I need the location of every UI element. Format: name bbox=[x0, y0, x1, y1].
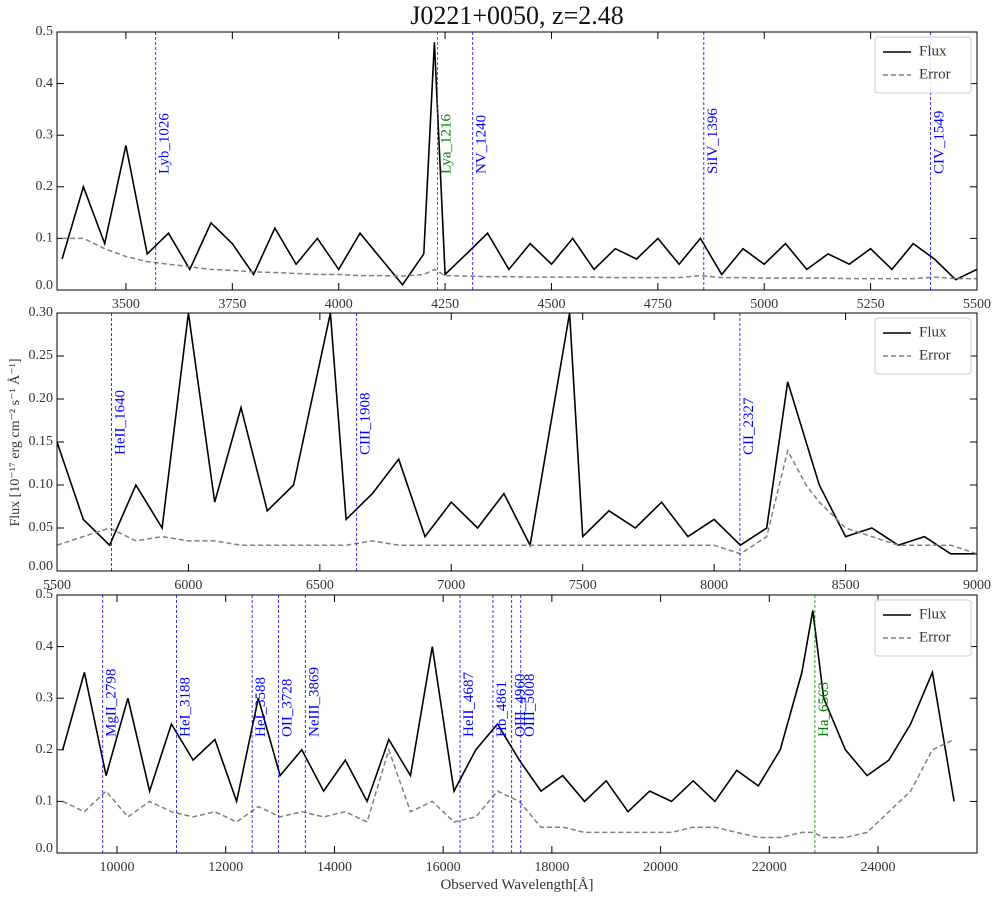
legend-label: Error bbox=[919, 347, 951, 363]
x-tick-label: 10000 bbox=[100, 860, 135, 875]
reference-label: CIV_1549 bbox=[932, 111, 948, 174]
legend-box bbox=[874, 36, 972, 94]
x-tick-label: 24000 bbox=[861, 860, 896, 875]
reference-label: CIII_1908 bbox=[358, 393, 374, 456]
x-tick-label: 3500 bbox=[112, 297, 140, 312]
series-line bbox=[57, 448, 977, 555]
panel: Observed Wavelength[Å] 0.0 0.1 0.2 0.3 0.4 0.5… bbox=[36, 587, 978, 893]
y-tick-label: 0.10 bbox=[29, 477, 54, 492]
y-tick-label: 0.4 bbox=[36, 76, 54, 91]
series-line bbox=[62, 237, 977, 280]
x-tick-label: 4000 bbox=[325, 297, 353, 312]
x-tick-label: 5500 bbox=[43, 578, 71, 593]
reference-label: HeII_1640 bbox=[112, 390, 128, 455]
panel: J0221+0050, z=2.48 0.0 0.1 0.2 0.3 0.4 0.5 3500… bbox=[36, 1, 992, 312]
plot-frame bbox=[56, 594, 978, 854]
reference-label: OIII_5008 bbox=[522, 674, 538, 737]
reference-label: HeII_4687 bbox=[461, 672, 477, 737]
x-tick-label: 5250 bbox=[857, 297, 885, 312]
x-tick-label: 7000 bbox=[437, 578, 465, 593]
y-tick-label: 0.4 bbox=[36, 639, 54, 654]
plot-frame bbox=[56, 31, 978, 291]
x-tick-label: 4250 bbox=[431, 297, 459, 312]
reference-label: NeIII_3869 bbox=[306, 667, 322, 737]
x-tick-label: 14000 bbox=[317, 860, 352, 875]
y-axis-label: Flux [10⁻¹⁷ erg cm⁻² s⁻¹ Å⁻¹] bbox=[7, 358, 23, 526]
y-tick-label: 0.1 bbox=[36, 231, 54, 246]
x-tick-label: 16000 bbox=[426, 860, 461, 875]
x-tick-label: 20000 bbox=[643, 860, 678, 875]
x-tick-label: 7500 bbox=[569, 578, 597, 593]
reference-label: Ha_6563 bbox=[816, 682, 832, 737]
series-line bbox=[61, 610, 955, 813]
legend-label: Error bbox=[919, 629, 951, 645]
reference-label: HeI_3588 bbox=[253, 677, 269, 737]
plot-frame bbox=[56, 312, 978, 572]
x-tick-label: 22000 bbox=[752, 860, 787, 875]
chart-title: J0221+0050, z=2.48 bbox=[410, 1, 623, 30]
x-tick-label: 5500 bbox=[963, 297, 991, 312]
x-tick-label: 8500 bbox=[832, 578, 860, 593]
reference-label: HeI_3188 bbox=[177, 677, 193, 737]
reference-label: NV_1240 bbox=[474, 115, 490, 174]
reference-label: SiIV_1396 bbox=[705, 108, 721, 174]
x-tick-label: 12000 bbox=[208, 860, 243, 875]
x-tick-label: 3750 bbox=[218, 297, 246, 312]
y-tick-label: 0.30 bbox=[29, 305, 54, 320]
y-tick-label: 0.05 bbox=[29, 520, 54, 535]
y-tick-label: 0.2 bbox=[36, 179, 54, 194]
y-tick-label: 0.20 bbox=[29, 391, 54, 406]
y-tick-label: 0.5 bbox=[36, 24, 54, 39]
y-tick-label: 0.0 bbox=[36, 841, 54, 856]
y-tick-label: 0.0 bbox=[36, 278, 54, 293]
y-tick-label: 0.3 bbox=[36, 690, 54, 705]
legend-label: Flux bbox=[919, 606, 947, 622]
x-tick-label: 4500 bbox=[537, 297, 565, 312]
y-tick-label: 0.00 bbox=[29, 559, 54, 574]
x-tick-label: 6500 bbox=[306, 578, 334, 593]
reference-label: OII_3728 bbox=[280, 679, 296, 737]
x-tick-label: 4750 bbox=[644, 297, 672, 312]
x-tick-label: 5000 bbox=[750, 297, 778, 312]
panel: Flux [10⁻¹⁷ erg cm⁻² s⁻¹ Å⁻¹] 0.00 0.05 0.1… bbox=[7, 305, 991, 593]
x-axis-label: Observed Wavelength[Å] bbox=[440, 877, 593, 893]
reference-label: MgII_2798 bbox=[104, 669, 120, 737]
y-tick-label: 0.25 bbox=[29, 348, 54, 363]
legend-box bbox=[874, 599, 972, 657]
reference-label: Lya_1216 bbox=[438, 114, 454, 174]
x-tick-label: 8000 bbox=[700, 578, 728, 593]
x-tick-label: 9000 bbox=[963, 578, 991, 593]
legend-label: Flux bbox=[919, 324, 947, 340]
reference-label: CII_2327 bbox=[741, 397, 757, 455]
x-tick-label: 6000 bbox=[174, 578, 202, 593]
y-tick-label: 0.3 bbox=[36, 127, 54, 142]
y-tick-label: 0.1 bbox=[36, 794, 54, 809]
y-tick-label: 0.15 bbox=[29, 434, 54, 449]
series-line bbox=[62, 738, 955, 839]
legend-label: Error bbox=[919, 66, 951, 82]
reference-label: Hb_4861 bbox=[494, 681, 510, 737]
legend-box bbox=[874, 317, 972, 375]
y-tick-label: 0.2 bbox=[36, 742, 54, 757]
y-tick-label: 0.5 bbox=[36, 587, 54, 602]
legend-label: Flux bbox=[919, 43, 947, 59]
x-tick-label: 18000 bbox=[534, 860, 569, 875]
series-line bbox=[61, 42, 977, 287]
reference-label: Lyb_1026 bbox=[157, 113, 173, 174]
